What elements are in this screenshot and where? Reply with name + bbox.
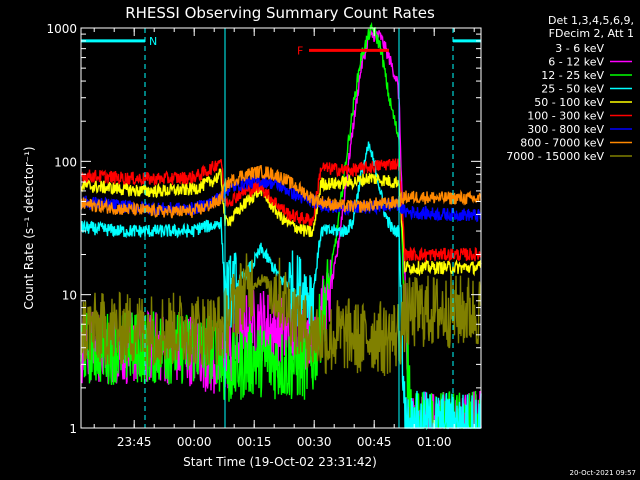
series-line-800-7000-kev — [80, 164, 482, 219]
x-tick-label: 23:45 — [117, 435, 152, 449]
legend-entry-label: 800 - 7000 keV — [520, 137, 604, 150]
legend-entry-label: 3 - 6 keV — [555, 42, 604, 55]
legend-entry-label: 100 - 300 keV — [527, 110, 604, 123]
legend-entry-label: 7000 - 15000 keV — [506, 150, 604, 163]
series-line-25-50-kev — [80, 141, 482, 431]
series-line-7000-15000-kev — [80, 253, 482, 377]
series-line-100-300-kev — [80, 158, 482, 264]
timestamp: 20-Oct-2021 09:57 — [570, 469, 636, 477]
legend-entry-label: 25 - 50 keV — [541, 83, 604, 96]
x-axis-label: Start Time (19-Oct-02 23:31:42) — [183, 455, 377, 469]
plot-frame — [80, 27, 482, 429]
flag-label-f: F — [297, 44, 303, 57]
x-tick-label: 00:30 — [297, 435, 332, 449]
x-tick-label: 00:45 — [357, 435, 392, 449]
x-tick-label: 00:15 — [237, 435, 272, 449]
flag-label-n: N — [149, 35, 157, 48]
y-tick-label: 10 — [62, 289, 77, 303]
overlay-layer: NF — [81, 28, 481, 428]
y-tick-label: 1000 — [46, 22, 77, 36]
series-layer — [80, 21, 482, 431]
y-tick-label: 1 — [69, 422, 77, 436]
x-tick-label: 00:00 — [177, 435, 212, 449]
legend: Det 1,3,4,5,6,9,FDecim 2, Att 1 3 - 6 keV… — [506, 14, 634, 163]
legend-entry-label: 12 - 25 keV — [541, 69, 604, 82]
chart-title: RHESSI Observing Summary Count Rates — [125, 4, 435, 22]
axis-layer: 23:45 00:00 00:15 00:30 00:45 01:00 1 10 100 1000 — [46, 22, 482, 449]
x-tick-label: 01:00 — [417, 435, 452, 449]
legend-entry-label: 300 - 800 keV — [527, 123, 604, 136]
y-tick-label: 100 — [54, 155, 77, 169]
legend-entry-label: 6 - 12 keV — [548, 56, 604, 69]
legend-header-line: Det 1,3,4,5,6,9, — [548, 14, 634, 27]
legend-header-line: FDecim 2, Att 1 — [549, 27, 634, 40]
y-axis-label: Count Rate (s⁻¹ detector⁻¹) — [22, 146, 36, 309]
legend-entry-label: 50 - 100 keV — [534, 96, 604, 109]
series-line-50-100-kev — [80, 168, 482, 277]
series-line-12-25-kev — [80, 21, 482, 430]
